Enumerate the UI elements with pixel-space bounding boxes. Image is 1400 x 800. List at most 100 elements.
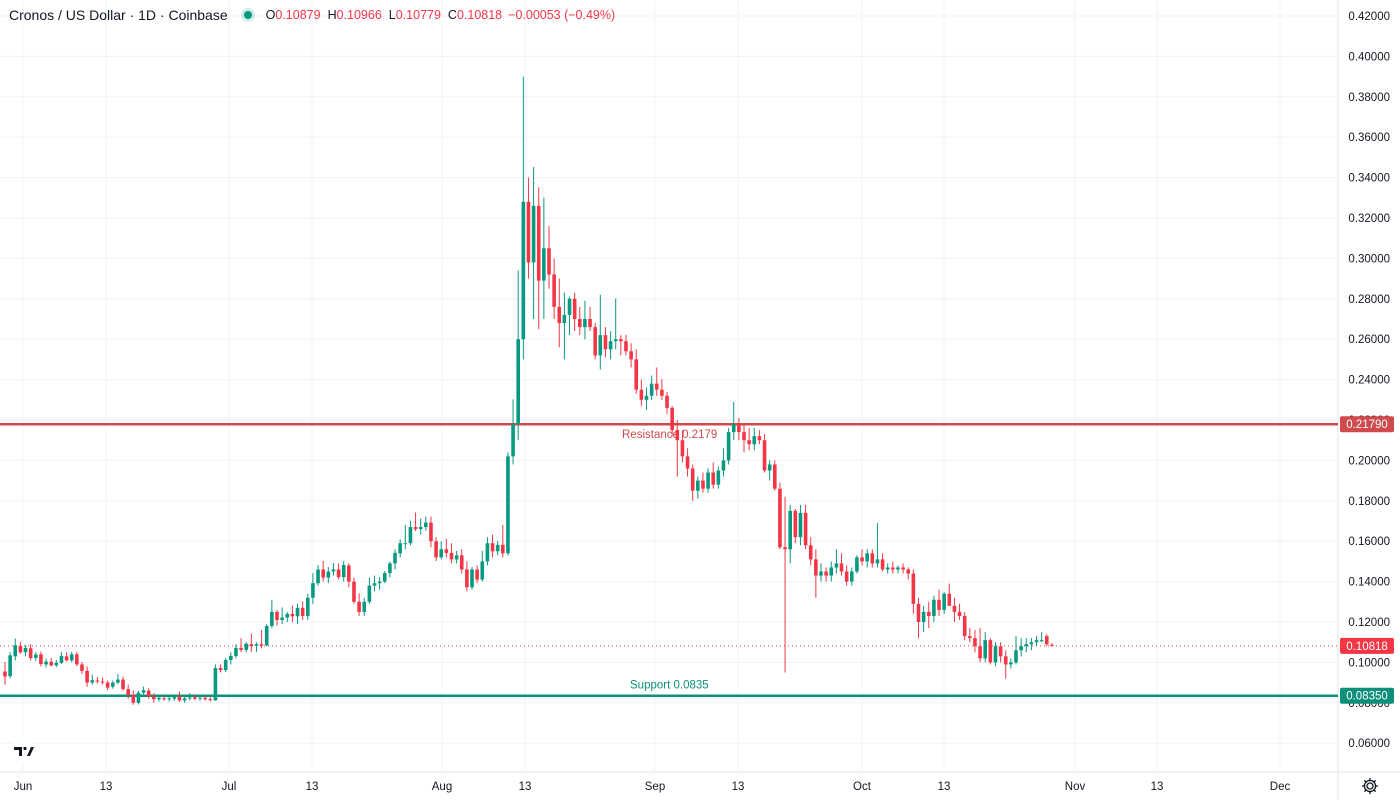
candle[interactable] bbox=[921, 605, 926, 633]
candle[interactable] bbox=[783, 496, 787, 673]
candle[interactable] bbox=[485, 537, 490, 566]
candle[interactable] bbox=[916, 597, 921, 639]
candle[interactable] bbox=[495, 540, 500, 556]
candle[interactable] bbox=[465, 561, 469, 592]
candle[interactable] bbox=[1014, 636, 1018, 665]
candle[interactable] bbox=[526, 177, 531, 279]
candle[interactable] bbox=[773, 460, 777, 491]
candlestick-series[interactable] bbox=[3, 76, 1054, 705]
candle[interactable] bbox=[490, 534, 495, 558]
candle[interactable] bbox=[803, 504, 808, 550]
candle[interactable] bbox=[947, 583, 952, 606]
candle[interactable] bbox=[198, 694, 202, 701]
candle[interactable] bbox=[126, 684, 130, 699]
candle[interactable] bbox=[973, 630, 977, 653]
candle[interactable] bbox=[336, 563, 341, 580]
candle[interactable] bbox=[665, 391, 669, 414]
candle[interactable] bbox=[23, 645, 28, 657]
candle[interactable] bbox=[706, 468, 710, 493]
candle[interactable] bbox=[644, 387, 649, 410]
candle[interactable] bbox=[285, 611, 290, 622]
candle[interactable] bbox=[393, 549, 397, 570]
candle[interactable] bbox=[926, 601, 931, 629]
candle[interactable] bbox=[891, 561, 895, 574]
candle[interactable] bbox=[752, 428, 757, 451]
candle[interactable] bbox=[557, 278, 562, 348]
candle[interactable] bbox=[33, 652, 38, 661]
candle[interactable] bbox=[593, 323, 597, 360]
candle[interactable] bbox=[660, 379, 664, 400]
candle[interactable] bbox=[444, 538, 449, 558]
candle[interactable] bbox=[439, 541, 444, 560]
candle[interactable] bbox=[875, 523, 880, 568]
candle[interactable] bbox=[1029, 638, 1034, 651]
candle[interactable] bbox=[100, 677, 105, 685]
candle[interactable] bbox=[932, 595, 936, 622]
candle[interactable] bbox=[629, 343, 633, 368]
candle[interactable] bbox=[901, 563, 905, 574]
candle[interactable] bbox=[839, 553, 844, 576]
candle[interactable] bbox=[737, 417, 741, 441]
candle[interactable] bbox=[1024, 638, 1029, 653]
candle[interactable] bbox=[90, 674, 95, 685]
candle[interactable] bbox=[680, 430, 685, 463]
candle[interactable] bbox=[110, 680, 115, 689]
candle[interactable] bbox=[362, 597, 367, 616]
symbol-title[interactable]: Cronos / US Dollar · 1D · Coinbase bbox=[9, 7, 228, 23]
candle[interactable] bbox=[136, 690, 141, 705]
candle[interactable] bbox=[911, 569, 916, 614]
candle[interactable] bbox=[357, 593, 361, 616]
candle[interactable] bbox=[978, 628, 982, 663]
candle[interactable] bbox=[608, 331, 613, 360]
candle[interactable] bbox=[690, 464, 695, 501]
candle[interactable] bbox=[824, 567, 828, 582]
candle[interactable] bbox=[316, 565, 320, 586]
candle[interactable] bbox=[731, 401, 736, 441]
candle[interactable] bbox=[172, 695, 177, 701]
candle[interactable] bbox=[603, 327, 608, 358]
candle[interactable] bbox=[880, 553, 885, 572]
candle[interactable] bbox=[234, 644, 238, 659]
candle[interactable] bbox=[937, 589, 941, 616]
candle[interactable] bbox=[531, 167, 536, 319]
candle[interactable] bbox=[536, 187, 541, 330]
candle[interactable] bbox=[280, 607, 284, 625]
candle[interactable] bbox=[95, 676, 100, 684]
candle[interactable] bbox=[244, 641, 249, 653]
candle[interactable] bbox=[619, 335, 623, 356]
candle[interactable] bbox=[562, 292, 567, 360]
candle[interactable] bbox=[819, 563, 823, 582]
candle[interactable] bbox=[341, 560, 346, 582]
candle[interactable] bbox=[711, 462, 716, 489]
candle[interactable] bbox=[382, 571, 387, 584]
candle[interactable] bbox=[808, 537, 813, 566]
candle[interactable] bbox=[229, 652, 233, 665]
candle[interactable] bbox=[429, 516, 433, 548]
candle[interactable] bbox=[834, 549, 839, 574]
candle[interactable] bbox=[716, 466, 721, 489]
candle[interactable] bbox=[855, 555, 859, 574]
candle[interactable] bbox=[434, 537, 438, 561]
candle[interactable] bbox=[223, 657, 228, 673]
candle[interactable] bbox=[814, 549, 818, 598]
candle[interactable] bbox=[798, 504, 803, 546]
candle[interactable] bbox=[968, 628, 972, 643]
candle[interactable] bbox=[203, 696, 207, 701]
candle[interactable] bbox=[613, 298, 618, 350]
candle[interactable] bbox=[670, 405, 674, 437]
candle[interactable] bbox=[326, 567, 331, 584]
candle[interactable] bbox=[254, 642, 259, 652]
tradingview-logo-icon[interactable] bbox=[8, 738, 38, 764]
candle[interactable] bbox=[885, 563, 890, 574]
candle[interactable] bbox=[696, 476, 700, 499]
candle[interactable] bbox=[377, 577, 382, 590]
candle[interactable] bbox=[141, 686, 146, 696]
candle[interactable] bbox=[701, 472, 705, 493]
candle[interactable] bbox=[480, 550, 485, 582]
candle[interactable] bbox=[311, 573, 315, 604]
candle[interactable] bbox=[182, 696, 187, 703]
candle[interactable] bbox=[454, 550, 459, 564]
candle[interactable] bbox=[788, 504, 792, 564]
candle[interactable] bbox=[264, 624, 269, 647]
time-axis[interactable]: Jun 13 Jul 13 Aug 13 Sep 13 Oct 13 Nov 13 Dec bbox=[14, 781, 1291, 793]
